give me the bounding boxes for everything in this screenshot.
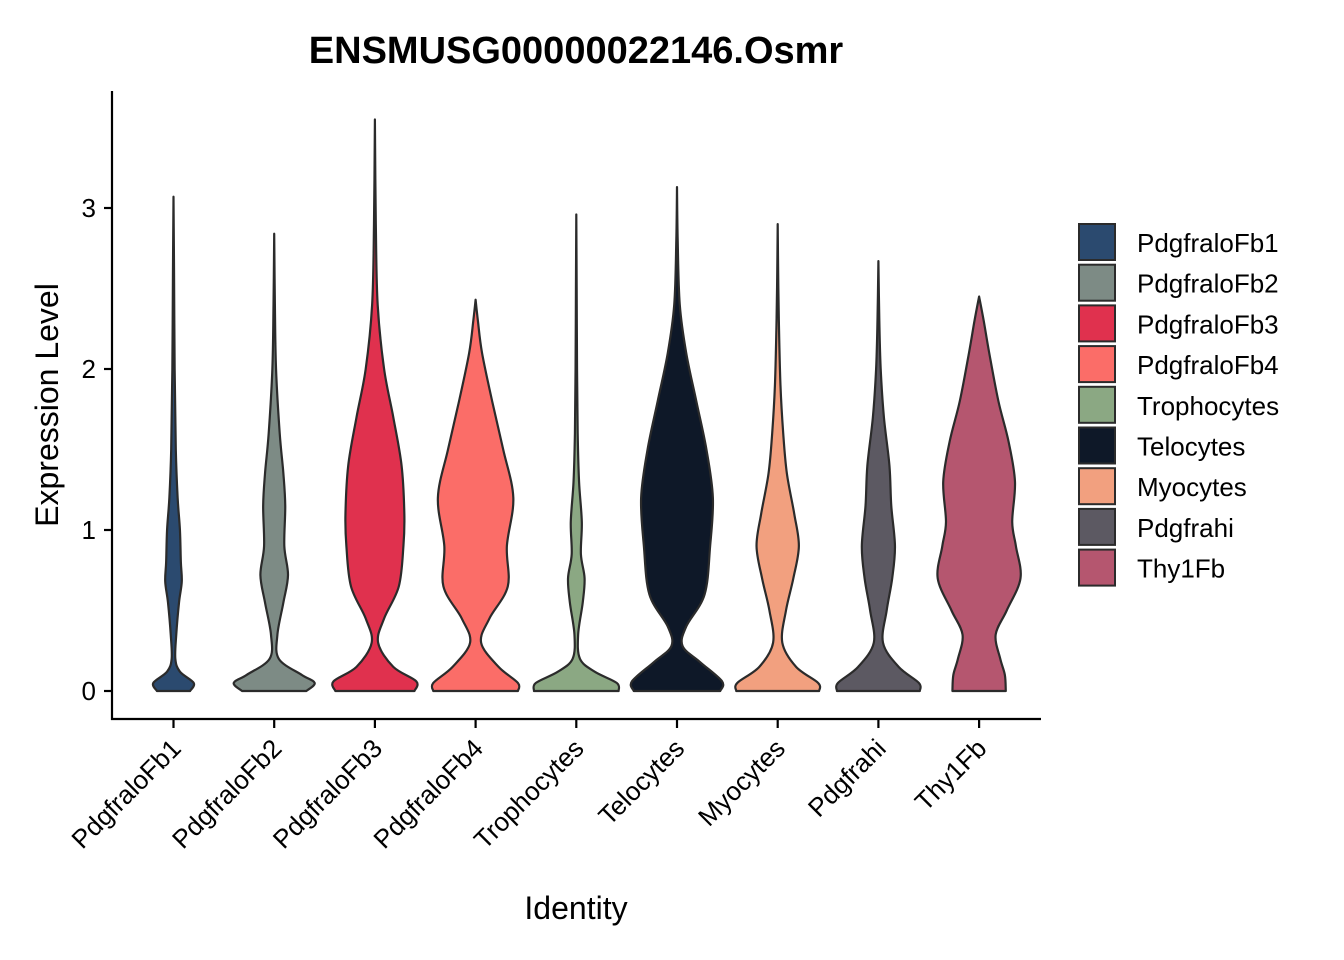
y-axis-title: Expression Level: [29, 283, 65, 527]
x-axis-title: Identity: [524, 890, 627, 926]
x-tick-label: Thy1Fb: [909, 733, 993, 817]
y-tick-label: 2: [82, 354, 96, 384]
violins-group: [151, 118, 1022, 693]
violin-thy1fb: [936, 295, 1022, 693]
legend-label: PdgfraloFb4: [1137, 350, 1279, 380]
legend-key-pdgfralofb3: [1078, 304, 1116, 343]
legend-label: Pdgfrahi: [1137, 513, 1234, 543]
violin-pdgfralofb3: [331, 118, 419, 693]
x-tick-label: Pdgfrahi: [802, 733, 892, 823]
violin-pdgfralofb2: [232, 232, 316, 693]
y-tick-label: 1: [82, 515, 96, 545]
legend-key-trophocytes: [1078, 385, 1116, 424]
legend-key-pdgfralofb4: [1078, 345, 1116, 384]
legend-key-thy1fb: [1078, 548, 1116, 587]
plot-area: 0 1 2 3 PdgfraloFb1PdgfraloFb2PdgfraloFb3Pd…: [65, 91, 1041, 855]
x-tick-label: Telocytes: [592, 733, 690, 831]
legend-label: PdgfraloFb1: [1137, 228, 1279, 258]
violin-telocytes: [629, 185, 725, 693]
legend-key-telocytes: [1078, 426, 1116, 465]
violin-pdgfralofb1: [151, 195, 196, 693]
violin-pdgfrahi: [835, 260, 922, 693]
x-ticks-group: PdgfraloFb1PdgfraloFb2PdgfraloFb3Pdgfral…: [65, 719, 992, 855]
legend-key-myocytes: [1078, 467, 1116, 506]
legend-label: Telocytes: [1137, 432, 1245, 462]
y-tick-label: 0: [82, 676, 96, 706]
x-tick-label: Myocytes: [692, 733, 791, 832]
violin-myocytes: [734, 223, 822, 693]
violin-pdgfralofb4: [430, 298, 521, 693]
legend-label: Myocytes: [1137, 472, 1247, 502]
legend-key-pdgfralofb1: [1078, 223, 1116, 261]
legend-key-pdgfrahi: [1078, 507, 1116, 546]
violin-trophocytes: [532, 213, 621, 693]
chart-title: ENSMUSG00000022146.Osmr: [309, 30, 844, 72]
legend-label: PdgfraloFb3: [1137, 309, 1279, 339]
y-ticks-group: 0 1 2 3: [82, 193, 112, 706]
legend-label: Thy1Fb: [1137, 554, 1225, 584]
x-tick-label: Trophocytes: [468, 733, 590, 855]
y-tick-label: 3: [82, 193, 96, 223]
legend: PdgfraloFb1 PdgfraloFb2 PdgfraloFb3 Pdgfral…: [1078, 223, 1279, 587]
legend-label: Trophocytes: [1137, 391, 1279, 421]
legend-label: PdgfraloFb2: [1137, 269, 1279, 299]
legend-key-pdgfralofb2: [1078, 263, 1116, 302]
